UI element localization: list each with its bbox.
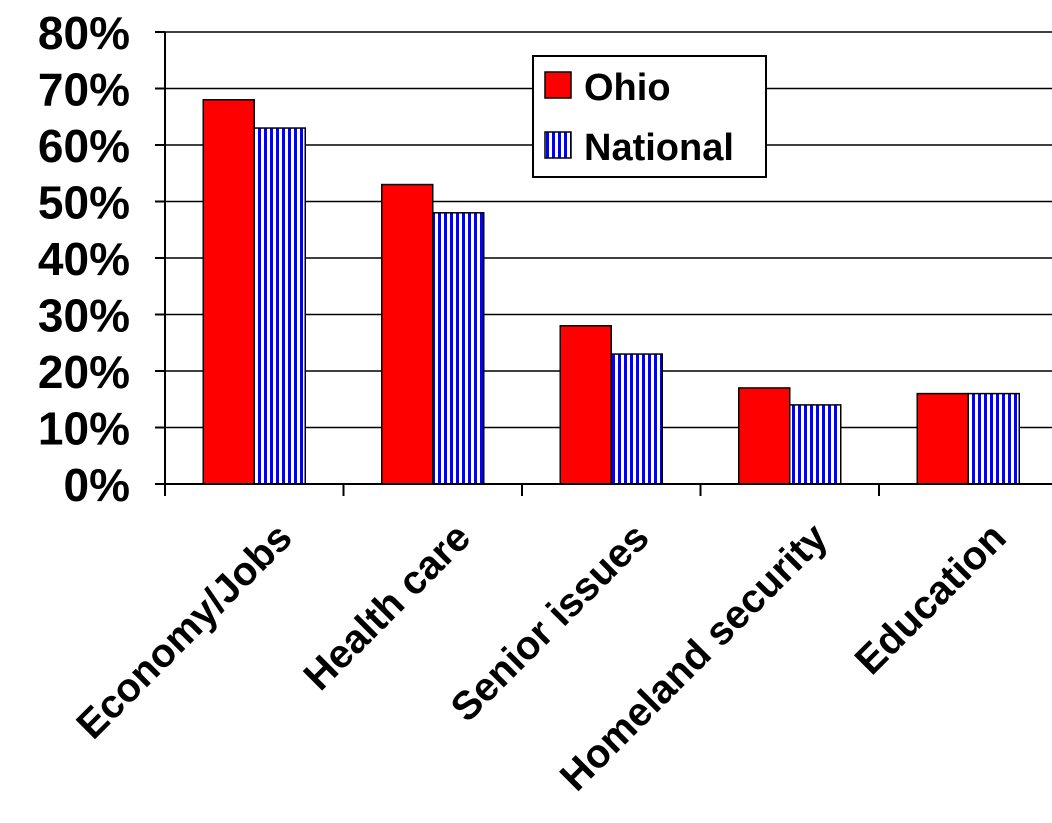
y-tick-label: 60% (38, 120, 130, 172)
bar-national-economy-jobs (253, 127, 306, 485)
bar-national-education (967, 392, 1020, 485)
x-tick-label: Economy/Jobs (68, 515, 300, 747)
x-tick-label: Education (847, 515, 1015, 683)
y-tick-labels: 0%10%20%30%40%50%60%70%80% (38, 7, 130, 511)
y-tick-label: 30% (38, 290, 130, 342)
bar-ohio-health-care (381, 183, 434, 485)
bar-ohio-education (916, 392, 969, 485)
y-tick-label: 0% (64, 459, 130, 511)
legend-box (532, 55, 767, 178)
axes (155, 31, 1052, 496)
legend-swatch-ohio (544, 71, 572, 99)
bars (202, 99, 1020, 485)
bar-national-homeland-security (789, 404, 842, 485)
y-tick-label: 10% (38, 403, 130, 455)
y-tick-label: 50% (38, 177, 130, 229)
y-tick-label: 70% (38, 64, 130, 116)
bar-national-health-care (432, 212, 485, 485)
legend-label-national: National (584, 127, 734, 169)
legend-swatch-national (544, 131, 572, 159)
bar-ohio-homeland-security (738, 387, 791, 485)
y-tick-label: 20% (38, 346, 130, 398)
legend: Ohio National (532, 55, 767, 178)
x-tick-label: Health care (295, 515, 479, 699)
bar-ohio-economy-jobs (202, 99, 255, 485)
legend-label-ohio: Ohio (584, 67, 671, 109)
bar-ohio-senior-issues (559, 325, 612, 485)
y-tick-label: 40% (38, 233, 130, 285)
bar-national-senior-issues (610, 353, 663, 485)
y-tick-label: 80% (38, 7, 130, 59)
